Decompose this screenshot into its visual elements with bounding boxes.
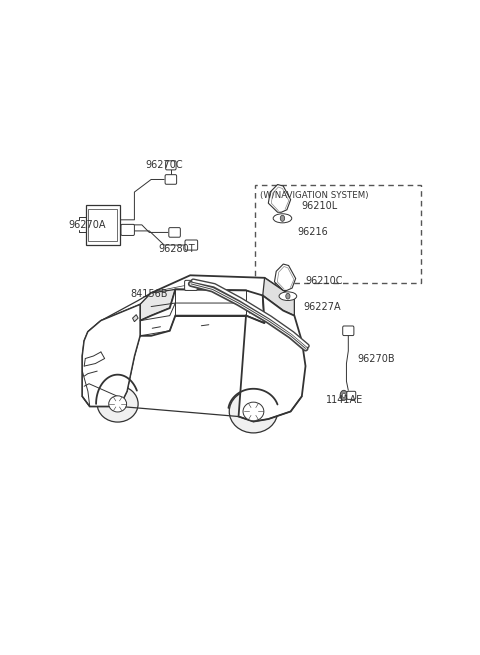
- Text: 96270A: 96270A: [68, 220, 106, 230]
- Polygon shape: [83, 290, 264, 406]
- Polygon shape: [275, 264, 296, 290]
- Text: 84156B: 84156B: [131, 290, 168, 299]
- Polygon shape: [140, 290, 175, 321]
- FancyBboxPatch shape: [255, 185, 421, 283]
- FancyBboxPatch shape: [343, 326, 354, 335]
- Ellipse shape: [229, 390, 277, 433]
- Polygon shape: [268, 185, 290, 212]
- Text: 96280T: 96280T: [158, 244, 195, 254]
- Ellipse shape: [273, 214, 292, 223]
- Text: 96216: 96216: [297, 227, 328, 237]
- Polygon shape: [83, 305, 140, 406]
- Polygon shape: [239, 295, 305, 422]
- FancyBboxPatch shape: [166, 161, 176, 170]
- Text: 96210C: 96210C: [305, 276, 343, 286]
- Bar: [88, 209, 117, 241]
- Text: 1141AE: 1141AE: [326, 396, 363, 405]
- FancyBboxPatch shape: [121, 225, 134, 235]
- FancyBboxPatch shape: [347, 391, 356, 400]
- Polygon shape: [132, 314, 138, 322]
- Bar: [86, 205, 120, 245]
- Ellipse shape: [109, 396, 127, 412]
- Circle shape: [342, 393, 345, 398]
- FancyBboxPatch shape: [185, 280, 197, 290]
- Ellipse shape: [243, 402, 264, 421]
- Text: 96270C: 96270C: [145, 160, 183, 170]
- Ellipse shape: [279, 292, 297, 301]
- FancyBboxPatch shape: [169, 228, 180, 237]
- Circle shape: [286, 293, 290, 299]
- Polygon shape: [88, 293, 151, 336]
- Text: (W/NAVIGATION SYSTEM): (W/NAVIGATION SYSTEM): [260, 191, 368, 200]
- Circle shape: [280, 215, 285, 221]
- Polygon shape: [140, 275, 294, 308]
- Text: 96210L: 96210L: [301, 200, 337, 211]
- Circle shape: [340, 390, 348, 400]
- Text: 96227A: 96227A: [304, 301, 341, 312]
- Text: 96270B: 96270B: [358, 354, 395, 364]
- Polygon shape: [263, 278, 294, 316]
- Ellipse shape: [97, 386, 138, 422]
- FancyBboxPatch shape: [185, 240, 198, 250]
- FancyBboxPatch shape: [165, 175, 177, 184]
